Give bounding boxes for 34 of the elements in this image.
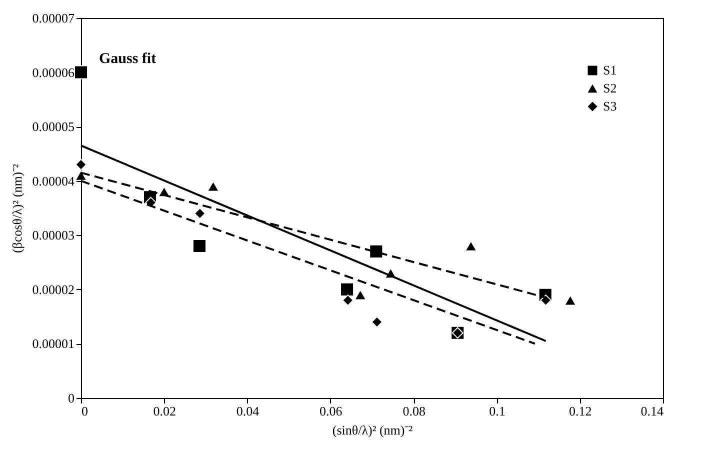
point	[342, 294, 354, 306]
y-tick-label: 0.00002	[32, 282, 74, 297]
legend-label: S3	[603, 98, 617, 114]
point	[206, 180, 220, 192]
point	[75, 158, 87, 170]
point	[74, 65, 88, 80]
y-tick-label: 0	[68, 390, 74, 406]
y-tick-label: 0.00005	[32, 119, 74, 134]
x-tick-label: 0.08	[402, 404, 426, 418]
x-tick-label: 0.1	[489, 404, 506, 418]
y-tick-label: 0.00006	[32, 64, 75, 80]
x-tick-label: 0.06	[320, 404, 343, 418]
y-axis-title: (βcosθ/λ)² (nm)⁻²	[9, 164, 24, 254]
x-tick-label: 0.04	[236, 404, 260, 418]
y-tick-label: 0.00003	[32, 228, 74, 243]
point	[540, 294, 552, 306]
point	[464, 240, 478, 252]
point	[340, 282, 354, 296]
x-tick-label: 0.14	[640, 404, 664, 418]
x-tick-label: 0.02	[153, 404, 176, 418]
x-axis-title: (sinθ/λ)² (nm)⁻²	[332, 422, 413, 438]
x-tick-label: 0.12	[568, 404, 592, 418]
x-tick-label: 0	[82, 404, 88, 418]
legend-label: S2	[603, 80, 617, 96]
legend-label: S1	[603, 62, 617, 78]
point	[74, 170, 88, 181]
y-tick-label: 0.00001	[32, 336, 74, 352]
point	[371, 316, 383, 328]
point	[369, 244, 384, 258]
point	[192, 238, 206, 254]
annotation: Gauss fit	[99, 51, 156, 67]
y-tick-label: 0.00004	[32, 173, 75, 188]
y-tick-label: 0.00007	[32, 10, 75, 26]
point	[194, 208, 206, 220]
